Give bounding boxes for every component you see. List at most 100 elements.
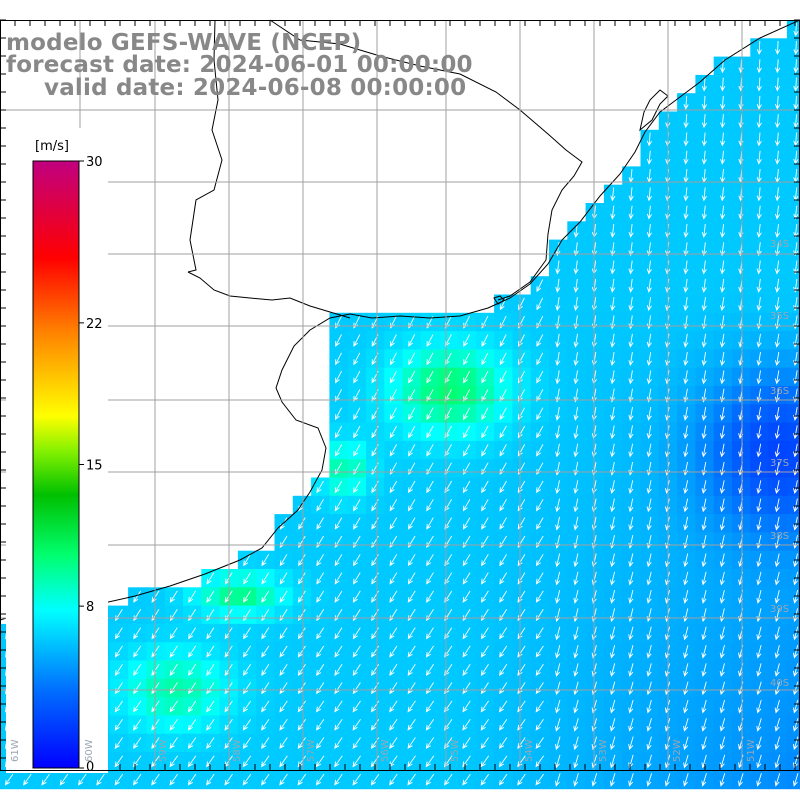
wind-arrow: [573, 223, 579, 238]
wind-arrow: [555, 516, 561, 531]
wind-arrow: [517, 480, 526, 494]
wind-arrow: [719, 571, 725, 586]
wind-arrow: [774, 480, 780, 495]
wind-arrow: [793, 443, 799, 458]
wind-arrow: [517, 663, 526, 676]
wind-arrow: [774, 644, 780, 659]
wind-arrow: [646, 132, 652, 147]
wind-arrow: [481, 334, 489, 347]
wind-arrow: [701, 626, 707, 641]
wind-arrow: [738, 773, 744, 787]
wind-arrow: [462, 737, 471, 750]
wind-arrow: [370, 718, 380, 731]
wind-arrow: [407, 554, 416, 567]
wind-arrow: [370, 755, 380, 768]
wind-speed-cell: [786, 660, 800, 680]
wind-arrow: [555, 443, 561, 458]
wind-arrow: [628, 297, 634, 312]
wind-arrow: [408, 352, 416, 366]
wind-arrow: [609, 754, 616, 769]
wind-arrow: [756, 40, 762, 55]
wind-arrow: [536, 425, 544, 439]
wind-arrow: [792, 736, 799, 751]
wind-arrow: [683, 443, 689, 458]
wind-arrow: [517, 554, 526, 567]
wind-arrow: [352, 700, 361, 713]
wind-speed-cell: [786, 93, 800, 113]
wind-arrow: [499, 334, 507, 347]
wind-arrow: [719, 718, 726, 732]
wind-arrow: [316, 590, 325, 603]
wind-arrow: [462, 425, 471, 439]
wind-speed-cell: [786, 38, 800, 58]
wind-arrow: [701, 370, 707, 385]
title-forecast-date: forecast date: 2024-06-01 00:00:00: [6, 52, 473, 78]
wind-arrow: [408, 370, 416, 384]
wind-arrow: [573, 480, 579, 495]
wind-arrow: [756, 333, 762, 348]
wind-arrow: [683, 95, 689, 110]
wind-arrow: [536, 407, 544, 421]
wind-arrow: [701, 95, 707, 110]
wind-arrow: [298, 517, 306, 530]
wind-arrow: [133, 590, 142, 603]
wind-arrow: [206, 572, 215, 585]
wind-arrow: [628, 571, 634, 586]
wind-arrow: [297, 645, 306, 658]
wind-arrow: [480, 700, 489, 713]
wind-arrow: [315, 755, 325, 768]
wind-arrow: [756, 443, 762, 458]
wind-arrow: [242, 645, 251, 658]
wind-arrow: [462, 554, 471, 567]
wind-arrow: [719, 443, 725, 458]
border-line: [187, 19, 223, 273]
wind-arrow: [426, 334, 434, 347]
wind-arrow: [132, 773, 142, 786]
wind-arrow: [683, 699, 689, 714]
wind-arrow: [481, 370, 489, 384]
wind-arrow: [756, 132, 762, 147]
wind-arrow: [114, 700, 123, 713]
wind-arrow: [555, 333, 561, 348]
longitude-label: 52W: [672, 739, 683, 762]
wind-arrow: [334, 755, 343, 768]
wind-speed-cell: [786, 422, 800, 442]
wind-speed-cell: [786, 74, 800, 94]
wind-arrow: [719, 370, 726, 385]
wind-arrow: [480, 755, 490, 768]
wind-arrow: [628, 644, 634, 659]
wind-speed-cell: [786, 642, 800, 662]
wind-arrow: [407, 499, 416, 512]
wind-arrow: [535, 645, 544, 658]
wind-arrow: [243, 590, 251, 603]
wind-arrow: [628, 187, 634, 202]
wind-arrow: [555, 663, 561, 677]
wind-speed-cell: [786, 770, 800, 790]
wind-arrow: [683, 480, 689, 495]
wind-arrow: [774, 736, 781, 751]
wind-arrow: [756, 187, 762, 202]
wind-arrow: [517, 737, 526, 750]
wind-arrow: [591, 773, 598, 787]
wind-arrow: [793, 260, 799, 275]
wind-arrow: [573, 681, 579, 696]
wind-arrow: [389, 572, 398, 585]
wind-arrow: [701, 242, 707, 257]
wind-arrow: [683, 407, 689, 421]
wind-speed-cell: [786, 752, 800, 771]
wind-arrow: [573, 297, 579, 312]
wind-arrow: [224, 773, 233, 786]
wind-arrow: [535, 700, 544, 713]
wind-arrow: [646, 553, 652, 568]
wind-arrow: [279, 773, 288, 786]
wind-arrow: [683, 260, 689, 275]
wind-arrow: [573, 553, 579, 568]
wind-arrow: [610, 553, 616, 568]
wind-arrow: [701, 333, 707, 348]
wind-arrow: [793, 95, 799, 110]
wind-arrow: [426, 425, 434, 439]
wind-arrow: [187, 737, 197, 750]
wind-arrow: [261, 627, 270, 640]
wind-arrow: [334, 645, 343, 658]
wind-arrow: [701, 443, 707, 458]
